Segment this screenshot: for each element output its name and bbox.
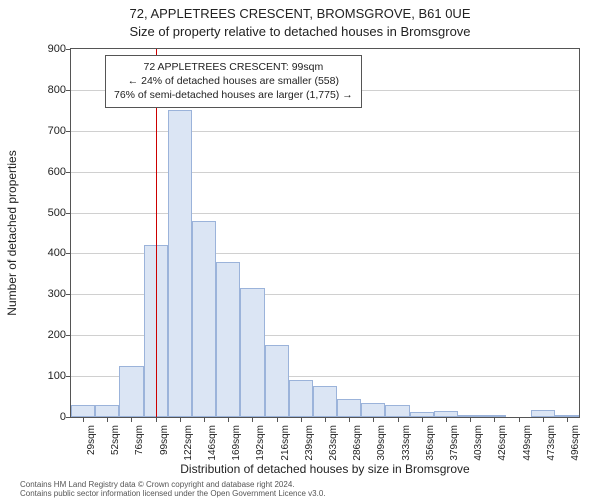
gridline-h — [71, 213, 579, 214]
gridline-h — [71, 172, 579, 173]
xtick-label: 122sqm — [183, 425, 194, 475]
xtick-mark — [543, 417, 544, 422]
xtick-label: 356sqm — [425, 425, 436, 475]
xtick-label: 29sqm — [86, 425, 97, 475]
histogram-bar — [216, 262, 240, 417]
histogram-bar — [192, 221, 216, 417]
xtick-label: 426sqm — [497, 425, 508, 475]
ytick-mark — [66, 49, 71, 50]
ytick-label: 600 — [36, 166, 66, 178]
histogram-bar — [168, 110, 192, 417]
y-axis-label: Number of detached properties — [5, 150, 19, 315]
xtick-label: 473sqm — [546, 425, 557, 475]
ytick-label: 800 — [36, 84, 66, 96]
xtick-label: 263sqm — [328, 425, 339, 475]
annotation-line-1: 72 APPLETREES CRESCENT: 99sqm — [114, 60, 353, 74]
xtick-label: 169sqm — [231, 425, 242, 475]
xtick-label: 216sqm — [280, 425, 291, 475]
xtick-label: 146sqm — [207, 425, 218, 475]
xtick-mark — [301, 417, 302, 422]
ytick-label: 300 — [36, 288, 66, 300]
title-line-2: Size of property relative to detached ho… — [0, 24, 600, 39]
histogram-bar — [385, 405, 409, 417]
histogram-bar — [289, 380, 313, 417]
chart-container: 72, APPLETREES CRESCENT, BROMSGROVE, B61… — [0, 0, 600, 500]
histogram-bar — [531, 410, 555, 417]
xtick-label: 379sqm — [449, 425, 460, 475]
xtick-mark — [349, 417, 350, 422]
xtick-mark — [228, 417, 229, 422]
ytick-mark — [66, 172, 71, 173]
histogram-bar — [119, 366, 143, 417]
ytick-label: 700 — [36, 125, 66, 137]
footer-line-2: Contains public sector information licen… — [20, 489, 326, 498]
ytick-label: 400 — [36, 247, 66, 259]
histogram-bar — [95, 405, 119, 417]
ytick-mark — [66, 213, 71, 214]
ytick-mark — [66, 131, 71, 132]
xtick-label: 99sqm — [159, 425, 170, 475]
ytick-label: 500 — [36, 207, 66, 219]
xtick-mark — [470, 417, 471, 422]
xtick-mark — [252, 417, 253, 422]
histogram-bar — [240, 288, 264, 417]
histogram-bar — [265, 345, 289, 417]
xtick-label: 286sqm — [352, 425, 363, 475]
title-line-1: 72, APPLETREES CRESCENT, BROMSGROVE, B61… — [0, 6, 600, 21]
ytick-mark — [66, 253, 71, 254]
xtick-label: 333sqm — [401, 425, 412, 475]
xtick-mark — [131, 417, 132, 422]
ytick-mark — [66, 294, 71, 295]
xtick-label: 449sqm — [522, 425, 533, 475]
ytick-mark — [66, 376, 71, 377]
xtick-mark — [446, 417, 447, 422]
gridline-h — [71, 131, 579, 132]
xtick-label: 76sqm — [134, 425, 145, 475]
annotation-line-2: ← 24% of detached houses are smaller (55… — [114, 74, 353, 88]
xtick-label: 496sqm — [570, 425, 581, 475]
ytick-mark — [66, 90, 71, 91]
xtick-mark — [277, 417, 278, 422]
xtick-mark — [180, 417, 181, 422]
xtick-mark — [494, 417, 495, 422]
xtick-mark — [422, 417, 423, 422]
xtick-mark — [398, 417, 399, 422]
histogram-bar — [361, 403, 385, 417]
histogram-bar — [337, 399, 361, 417]
footer-line-1: Contains HM Land Registry data © Crown c… — [20, 480, 326, 489]
xtick-label: 309sqm — [376, 425, 387, 475]
ytick-mark — [66, 417, 71, 418]
xtick-mark — [325, 417, 326, 422]
annotation-box: 72 APPLETREES CRESCENT: 99sqm ← 24% of d… — [105, 55, 362, 108]
xtick-mark — [156, 417, 157, 422]
plot-area: 72 APPLETREES CRESCENT: 99sqm ← 24% of d… — [70, 48, 580, 418]
xtick-mark — [83, 417, 84, 422]
xtick-label: 192sqm — [255, 425, 266, 475]
footer-attribution: Contains HM Land Registry data © Crown c… — [20, 480, 326, 498]
ytick-label: 100 — [36, 370, 66, 382]
xtick-mark — [107, 417, 108, 422]
annotation-line-3: 76% of semi-detached houses are larger (… — [114, 88, 353, 102]
ytick-label: 900 — [36, 43, 66, 55]
histogram-bar — [71, 405, 95, 417]
xtick-label: 52sqm — [110, 425, 121, 475]
xtick-label: 403sqm — [473, 425, 484, 475]
xtick-label: 239sqm — [304, 425, 315, 475]
xtick-mark — [373, 417, 374, 422]
xtick-mark — [519, 417, 520, 422]
ytick-label: 200 — [36, 329, 66, 341]
histogram-bar — [313, 386, 337, 417]
xtick-mark — [204, 417, 205, 422]
ytick-label: 0 — [36, 411, 66, 423]
xtick-mark — [567, 417, 568, 422]
ytick-mark — [66, 335, 71, 336]
